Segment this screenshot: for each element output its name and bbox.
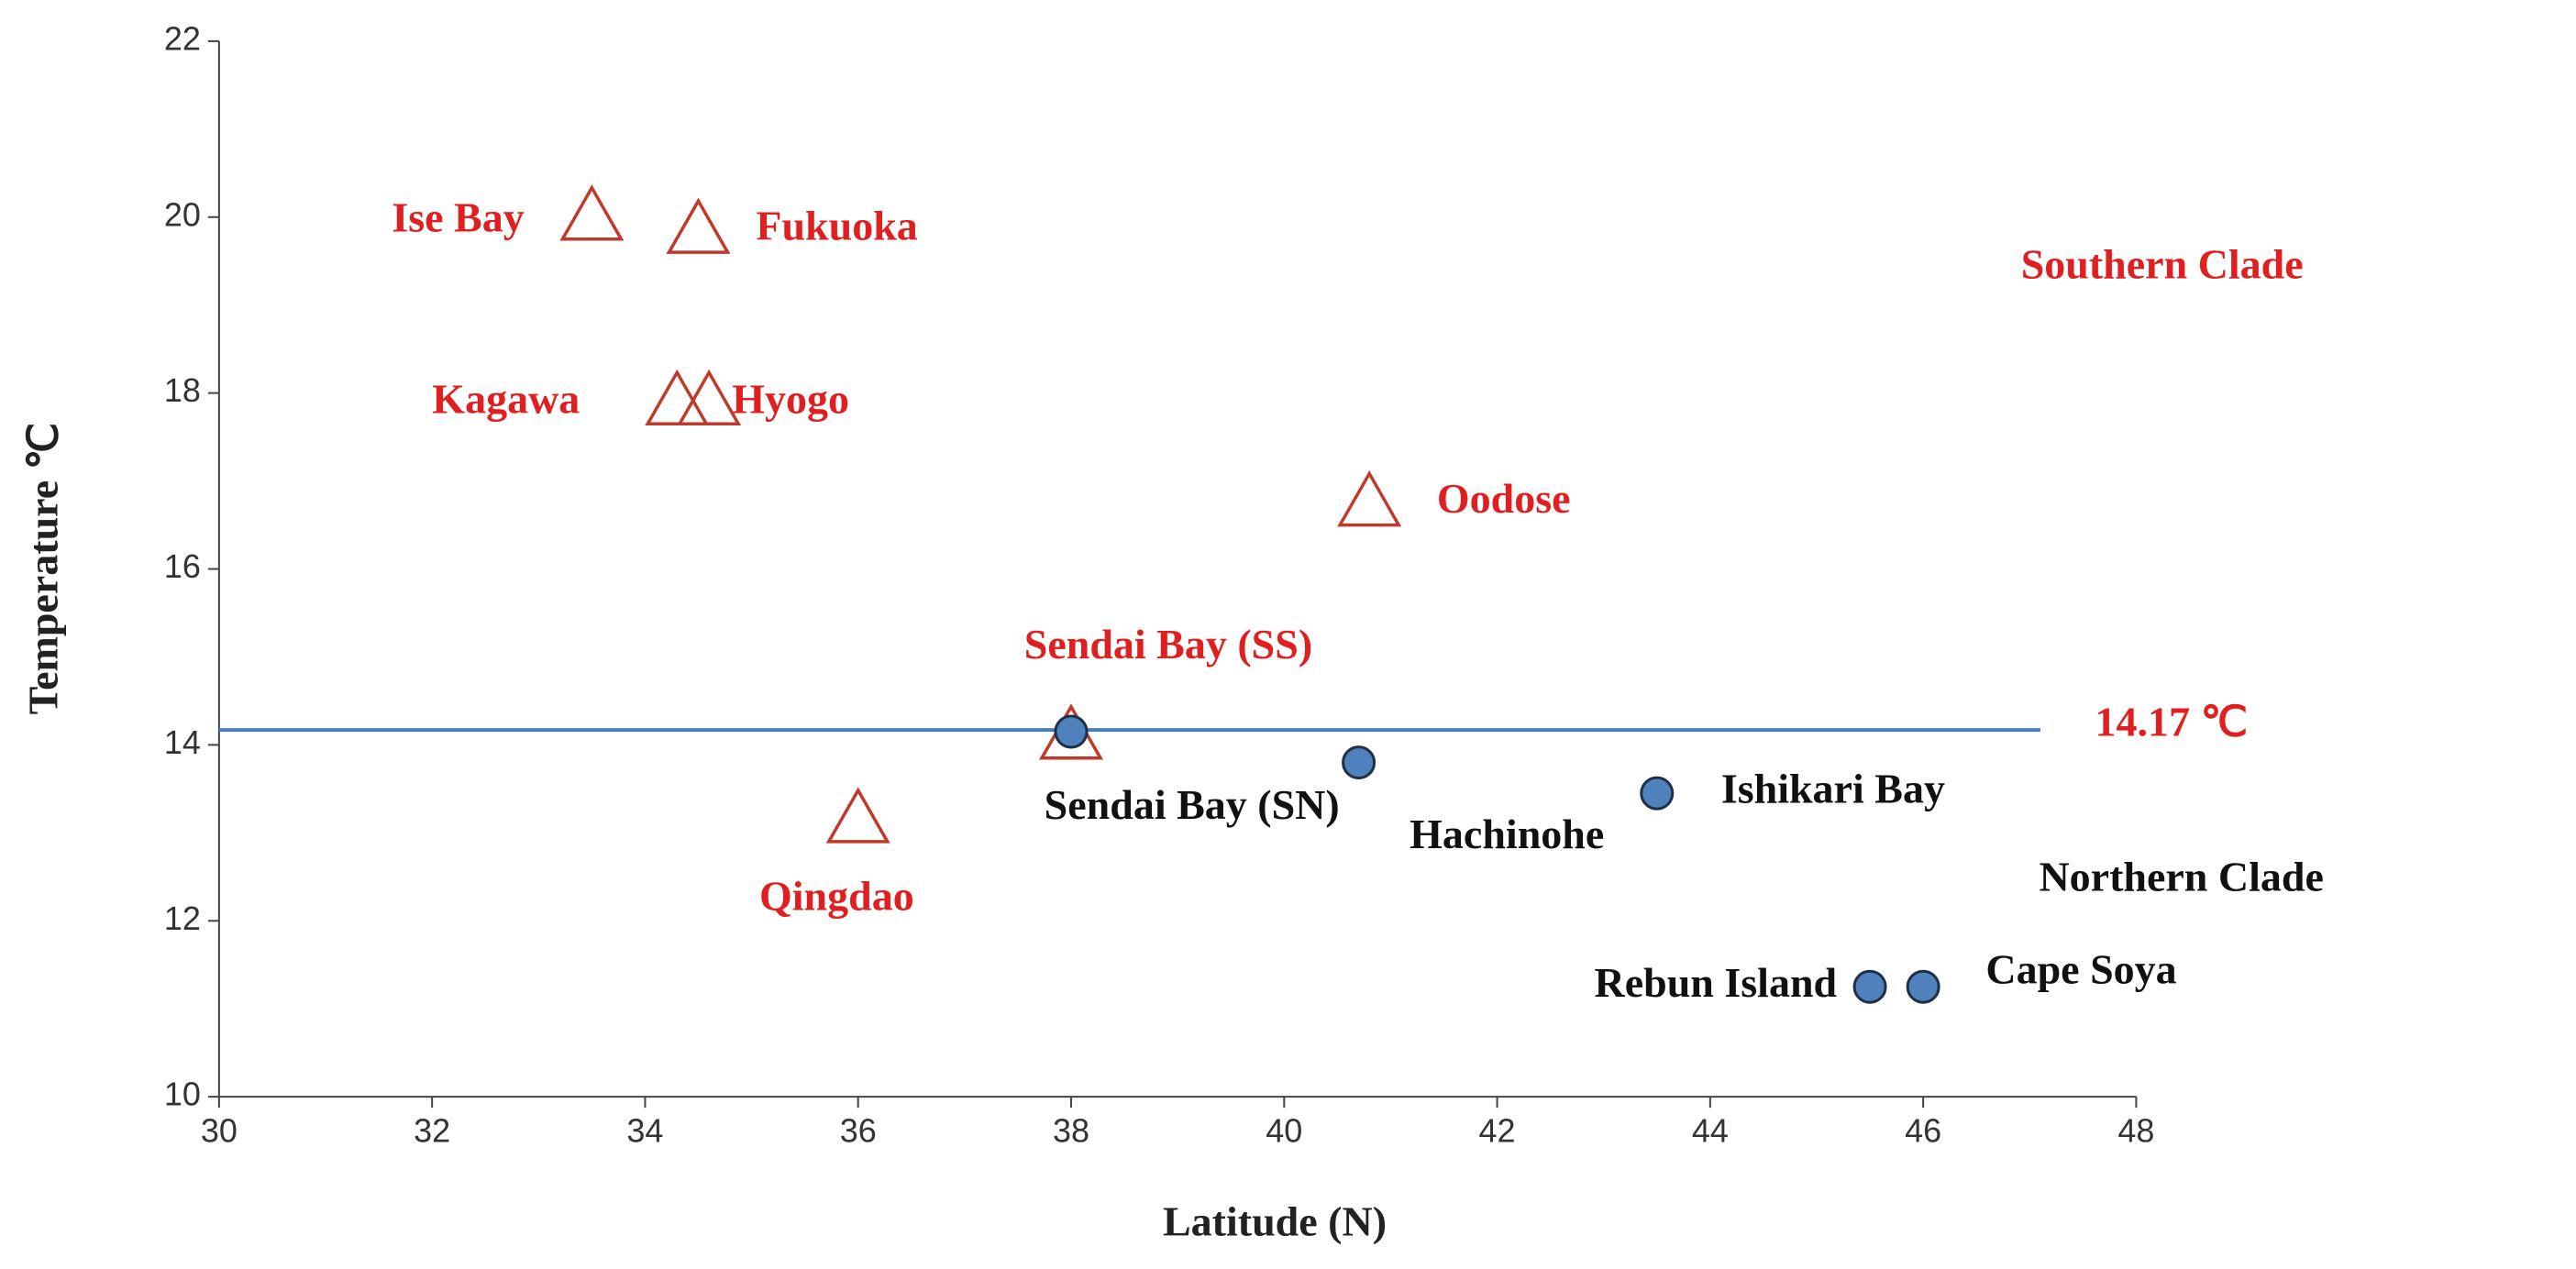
x-axis-label: Latitude (N) <box>1163 1198 1387 1245</box>
point-label: Ishikari Bay <box>1721 766 1945 812</box>
circle-marker <box>1852 969 1887 1004</box>
threshold-label: 14.17 ℃ <box>2095 699 2249 745</box>
x-tick-label: 44 <box>1692 1112 1729 1150</box>
y-tick-label: 10 <box>164 1076 201 1113</box>
x-tick-label: 34 <box>626 1112 663 1150</box>
circle-marker <box>1906 969 1940 1004</box>
x-tick-label: 46 <box>1905 1112 1941 1150</box>
x-tick-label: 32 <box>414 1112 450 1150</box>
point-label: Ise Bay <box>392 194 524 241</box>
y-tick-label: 18 <box>164 371 201 409</box>
x-tick-label: 30 <box>201 1112 238 1150</box>
circle-marker <box>1342 745 1376 780</box>
point-label: Qingdao <box>759 873 914 920</box>
y-tick-label: 20 <box>164 195 201 233</box>
y-tick-label: 16 <box>164 547 201 585</box>
x-tick-label: 40 <box>1266 1112 1302 1150</box>
x-tick-label: 36 <box>840 1112 877 1150</box>
circle-marker <box>1640 776 1675 811</box>
point-label: Kagawa <box>432 376 580 423</box>
point-label: Oodose <box>1437 475 1571 522</box>
point-label: Fukuoka <box>756 203 917 249</box>
point-label: Cape Soya <box>1985 945 2176 992</box>
clade-label: Northern Clade <box>2039 853 2323 899</box>
triangle-marker <box>825 787 890 844</box>
point-label: Sendai Bay (SN) <box>1045 781 1340 828</box>
x-tick-label: 42 <box>1479 1112 1516 1150</box>
point-label: Sendai Bay (SS) <box>1024 621 1312 668</box>
triangle-marker <box>559 184 625 241</box>
y-axis-label: Temperature ℃ <box>20 423 67 715</box>
triangle-marker <box>1337 470 1402 527</box>
y-tick-label: 12 <box>164 899 201 937</box>
x-tick-label: 48 <box>2117 1112 2154 1150</box>
y-tick-label: 22 <box>164 19 201 57</box>
clade-label: Southern Clade <box>2021 240 2304 287</box>
point-label: Hyogo <box>732 376 849 423</box>
y-tick-label: 14 <box>164 723 201 761</box>
x-tick-label: 38 <box>1053 1112 1089 1150</box>
triangle-marker <box>645 369 710 425</box>
triangle-marker <box>666 197 731 254</box>
point-label: Hachinohe <box>1410 811 1604 857</box>
circle-marker <box>1054 714 1089 749</box>
point-label: Rebun Island <box>1594 959 1837 1006</box>
triangle-marker <box>677 369 742 425</box>
